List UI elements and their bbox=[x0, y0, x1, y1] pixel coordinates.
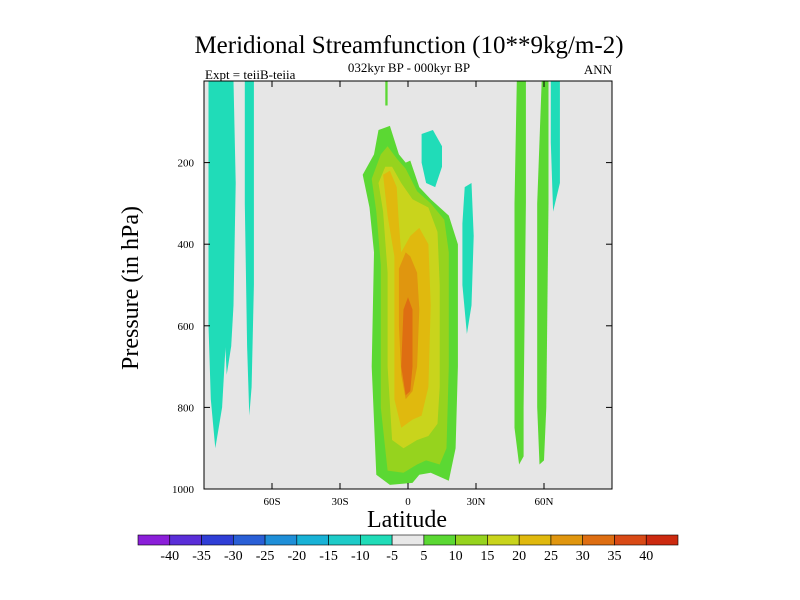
colorbar-label: -5 bbox=[386, 549, 398, 564]
colorbar-swatch bbox=[550, 534, 584, 546]
colorbar-label: -20 bbox=[287, 549, 306, 564]
y-tick-label: 800 bbox=[178, 402, 195, 414]
contour-region-8 bbox=[514, 81, 526, 465]
y-tick-label: 200 bbox=[178, 158, 195, 170]
colorbar-swatch bbox=[455, 534, 488, 546]
colorbar-label: 5 bbox=[420, 549, 427, 564]
colorbar: -40 -35 -30 -25 -20 -15 -10 -5 5 10 15 20 25 30 35 40 bbox=[137, 534, 679, 564]
colorbar-label: 10 bbox=[449, 549, 463, 564]
colorbar-label: 40 bbox=[639, 549, 653, 564]
contour-regions bbox=[208, 81, 560, 485]
colorbar-swatch bbox=[137, 534, 171, 546]
colorbar-swatch bbox=[296, 534, 329, 546]
colorbar-swatch bbox=[264, 534, 298, 546]
colorbar-swatch bbox=[169, 534, 202, 546]
colorbar-swatch bbox=[391, 534, 425, 546]
colorbar-label: -15 bbox=[319, 549, 338, 564]
x-axis-label: Latitude bbox=[367, 507, 447, 533]
colorbar-label: -25 bbox=[256, 549, 275, 564]
colorbar-swatch bbox=[201, 534, 234, 546]
x-tick-label: 30N bbox=[467, 496, 486, 508]
contour-region-2 bbox=[244, 81, 254, 416]
contour-region-6 bbox=[385, 81, 388, 106]
colorbar-label: 20 bbox=[512, 549, 526, 564]
colorbar-swatch bbox=[645, 534, 679, 546]
colorbar-swatch bbox=[328, 534, 361, 546]
colorbar-swatch bbox=[423, 534, 456, 546]
y-tick-label: 600 bbox=[178, 321, 195, 333]
y-ticks: 200 400 600 800 1000 bbox=[172, 158, 612, 496]
contour-region-9 bbox=[537, 81, 549, 465]
colorbar-label: -40 bbox=[160, 549, 179, 564]
colorbar-label: 15 bbox=[480, 549, 494, 564]
colorbar-swatch bbox=[614, 534, 647, 546]
chart-subtitle: 032kyr BP - 000kyr BP bbox=[348, 60, 470, 75]
chart-title: Meridional Streamfunction (10**9kg/m-2) bbox=[194, 32, 623, 59]
y-tick-label: 1000 bbox=[172, 484, 195, 496]
colorbar-label: -30 bbox=[224, 549, 243, 564]
x-ticks: 60S 30S 0 30N 60N bbox=[263, 81, 554, 508]
experiment-label: Expt = teiiB-teiia bbox=[205, 67, 296, 82]
colorbar-swatch bbox=[582, 534, 615, 546]
y-tick-label: 400 bbox=[178, 239, 195, 251]
contour-region-3 bbox=[421, 130, 442, 188]
y-axis-label: Pressure (in hPa) bbox=[118, 206, 144, 370]
colorbar-label: 30 bbox=[576, 549, 590, 564]
colorbar-label: 35 bbox=[607, 549, 621, 564]
plot-area: 60S 30S 0 30N 60N 200 400 600 800 1000 bbox=[172, 80, 613, 508]
colorbar-swatch bbox=[487, 534, 520, 546]
contour-region-14 bbox=[401, 297, 413, 396]
contour-region-1 bbox=[222, 81, 236, 375]
colorbar-label: 25 bbox=[544, 549, 558, 564]
x-tick-label: 30S bbox=[331, 496, 348, 508]
colorbar-swatch bbox=[360, 534, 393, 546]
contour-region-4 bbox=[462, 183, 474, 334]
x-tick-label: 60S bbox=[263, 496, 280, 508]
colorbar-swatch bbox=[518, 534, 552, 546]
x-tick-label: 0 bbox=[405, 496, 411, 508]
contour-region-5 bbox=[550, 81, 560, 212]
colorbar-swatch bbox=[232, 534, 266, 546]
season-label: ANN bbox=[584, 62, 613, 77]
colorbar-label: -35 bbox=[192, 549, 211, 564]
colorbar-label: -10 bbox=[351, 549, 370, 564]
x-tick-label: 60N bbox=[535, 496, 554, 508]
